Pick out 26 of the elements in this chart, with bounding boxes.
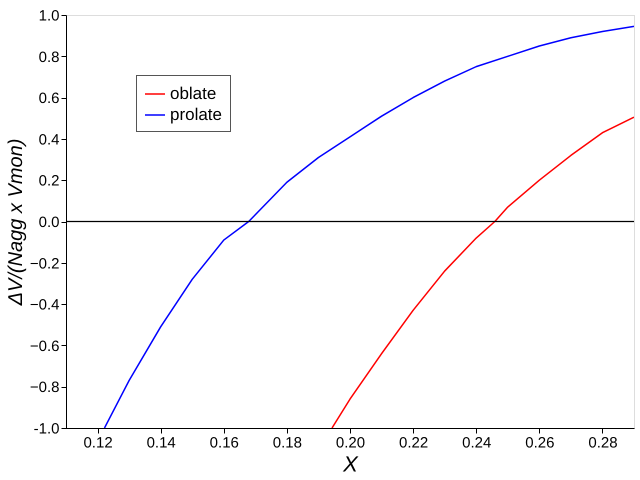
legend-label: oblate (170, 84, 216, 103)
y-tick-label: −0.2 (30, 255, 60, 272)
y-axis-title: ΔV/(Nagg x Vmon) (4, 138, 27, 306)
y-tick-label: 0.4 (38, 131, 60, 148)
y-tick-label: 0.6 (38, 90, 60, 108)
x-tick-label: 0.12 (83, 434, 113, 452)
x-axis-title: X (342, 452, 360, 476)
x-tick-label: 0.18 (272, 434, 302, 452)
x-tick-label: 0.28 (588, 434, 618, 452)
x-tick-label: 0.22 (399, 434, 428, 452)
y-tick-label: 0.8 (38, 48, 60, 66)
line-series (104, 26, 634, 428)
x-tick-label: 0.14 (146, 434, 176, 452)
y-tick-label: −0.6 (30, 338, 60, 355)
x-tick-label: 0.16 (210, 434, 239, 452)
x-tick-label: 0.24 (462, 434, 492, 452)
y-tick-label: 0.0 (38, 214, 60, 231)
y-tick-label: 0.2 (38, 172, 60, 190)
y-tick-label: 1.0 (38, 8, 60, 24)
legend-label: prolate (170, 105, 222, 124)
y-tick-label: -1.0 (34, 420, 60, 438)
line-series (331, 116, 634, 428)
x-tick-label: 0.26 (525, 434, 554, 452)
x-tick-label: 0.20 (336, 434, 366, 452)
y-tick-label: −0.8 (30, 379, 60, 396)
y-tick-label: −0.4 (30, 296, 60, 314)
